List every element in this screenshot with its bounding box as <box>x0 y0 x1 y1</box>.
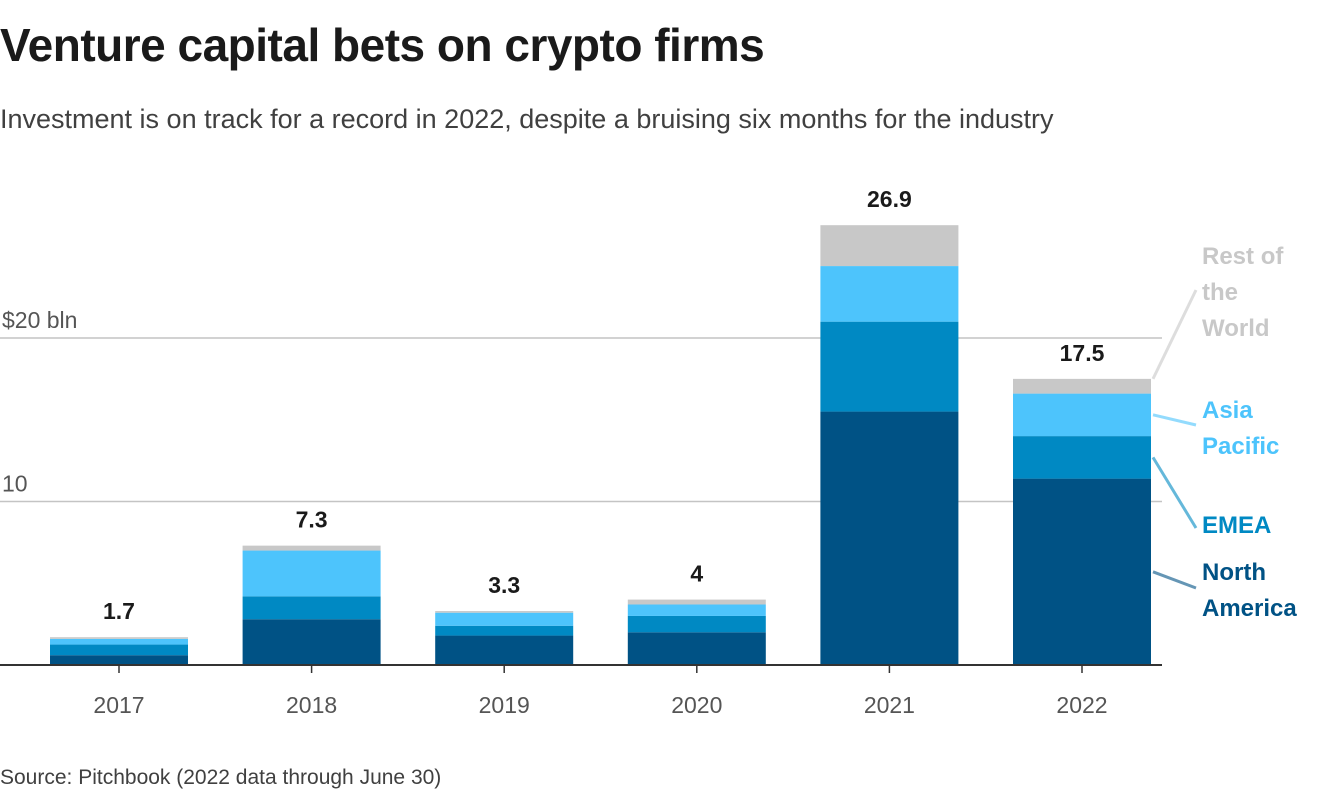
bar-segment-2018-asia-pacific <box>242 550 381 597</box>
legend-label-line: Asia <box>1202 397 1253 424</box>
x-tick-label-2018: 2018 <box>286 692 337 718</box>
bar-segment-2019-rest-of-the-world <box>435 611 574 613</box>
bar-segment-2022-asia-pacific <box>1013 393 1151 437</box>
bar-segment-2021-north-america <box>820 411 959 665</box>
legend-label-line: America <box>1202 595 1297 622</box>
bar-segment-2020-north-america <box>627 632 766 665</box>
x-tick-label-2020: 2020 <box>671 692 722 718</box>
bar-segment-2021-emea <box>820 321 959 412</box>
chart-subtitle: Investment is on track for a record in 2… <box>0 104 1054 134</box>
total-label-2019: 3.3 <box>488 572 520 598</box>
x-tick-label-2022: 2022 <box>1056 692 1107 718</box>
legend: North America EMEA Asia Pacific Rest of the Wor… <box>1151 243 1297 622</box>
bar-segment-2019-north-america <box>435 635 574 665</box>
legend-label-line: Pacific <box>1202 433 1279 460</box>
legend-label-asia-pacific: Asia Pacific <box>1202 397 1279 460</box>
bar-segment-2018-rest-of-the-world <box>242 545 381 551</box>
data-labels: 1.7 7.3 3.3 4 26.9 17.5 <box>103 186 1105 624</box>
bar-segment-2021-asia-pacific <box>820 266 959 322</box>
legend-label-rest-of-the-world: Rest of the World <box>1202 243 1284 342</box>
total-label-2020: 4 <box>690 561 703 587</box>
bar-segment-2017-rest-of-the-world <box>50 637 188 639</box>
bar-segment-2022-north-america <box>1013 478 1151 665</box>
y-tick-label: 10 <box>2 471 28 497</box>
bar-segment-2022-rest-of-the-world <box>1013 378 1151 394</box>
legend-label-line: World <box>1202 315 1270 342</box>
bar-segment-2017-asia-pacific <box>50 638 188 645</box>
legend-leader-line <box>1152 413 1197 427</box>
y-tick-label: $20 bln <box>2 307 77 333</box>
total-label-2018: 7.3 <box>296 507 328 533</box>
x-axis: 2017 2018 2019 2020 2021 2022 <box>0 664 1162 718</box>
legend-label-line: the <box>1202 279 1238 306</box>
bar-segment-2017-emea <box>50 644 188 656</box>
legend-label-north-america: North America <box>1202 559 1297 622</box>
legend-leader-line <box>1151 289 1198 380</box>
bar-segment-2020-rest-of-the-world <box>627 599 766 605</box>
bar-segment-2020-asia-pacific <box>627 604 766 616</box>
bar-segment-2017-north-america <box>50 655 188 665</box>
total-label-2017: 1.7 <box>103 598 135 624</box>
bar-segment-2022-emea <box>1013 436 1151 479</box>
gridlines: 10 $20 bln <box>0 307 1162 503</box>
x-tick-label-2021: 2021 <box>864 692 915 718</box>
stacked-bar-chart: 10 $20 bln 2017 2018 2019 2020 2021 2022 1.7 7.… <box>0 186 1297 718</box>
legend-label-emea: EMEA <box>1202 512 1271 539</box>
total-label-2021: 26.9 <box>867 186 912 212</box>
bars <box>50 225 1151 665</box>
bar-segment-2018-emea <box>242 596 381 620</box>
source-note: Source: Pitchbook (2022 data through Jun… <box>0 766 442 789</box>
bar-segment-2018-north-america <box>242 619 381 665</box>
bar-segment-2020-emea <box>627 615 766 633</box>
x-tick-label-2017: 2017 <box>93 692 144 718</box>
legend-label-line: Rest of <box>1202 243 1284 270</box>
legend-label-line: EMEA <box>1202 512 1271 539</box>
chart-title: Venture capital bets on crypto firms <box>0 19 765 71</box>
legend-leader-line <box>1151 456 1198 529</box>
bar-segment-2019-asia-pacific <box>435 612 574 626</box>
total-label-2022: 17.5 <box>1060 340 1105 366</box>
x-tick-label-2019: 2019 <box>479 692 530 718</box>
bar-segment-2021-rest-of-the-world <box>820 225 959 267</box>
legend-label-line: North <box>1202 559 1266 586</box>
bar-segment-2019-emea <box>435 625 574 636</box>
legend-leader-line <box>1152 570 1197 590</box>
